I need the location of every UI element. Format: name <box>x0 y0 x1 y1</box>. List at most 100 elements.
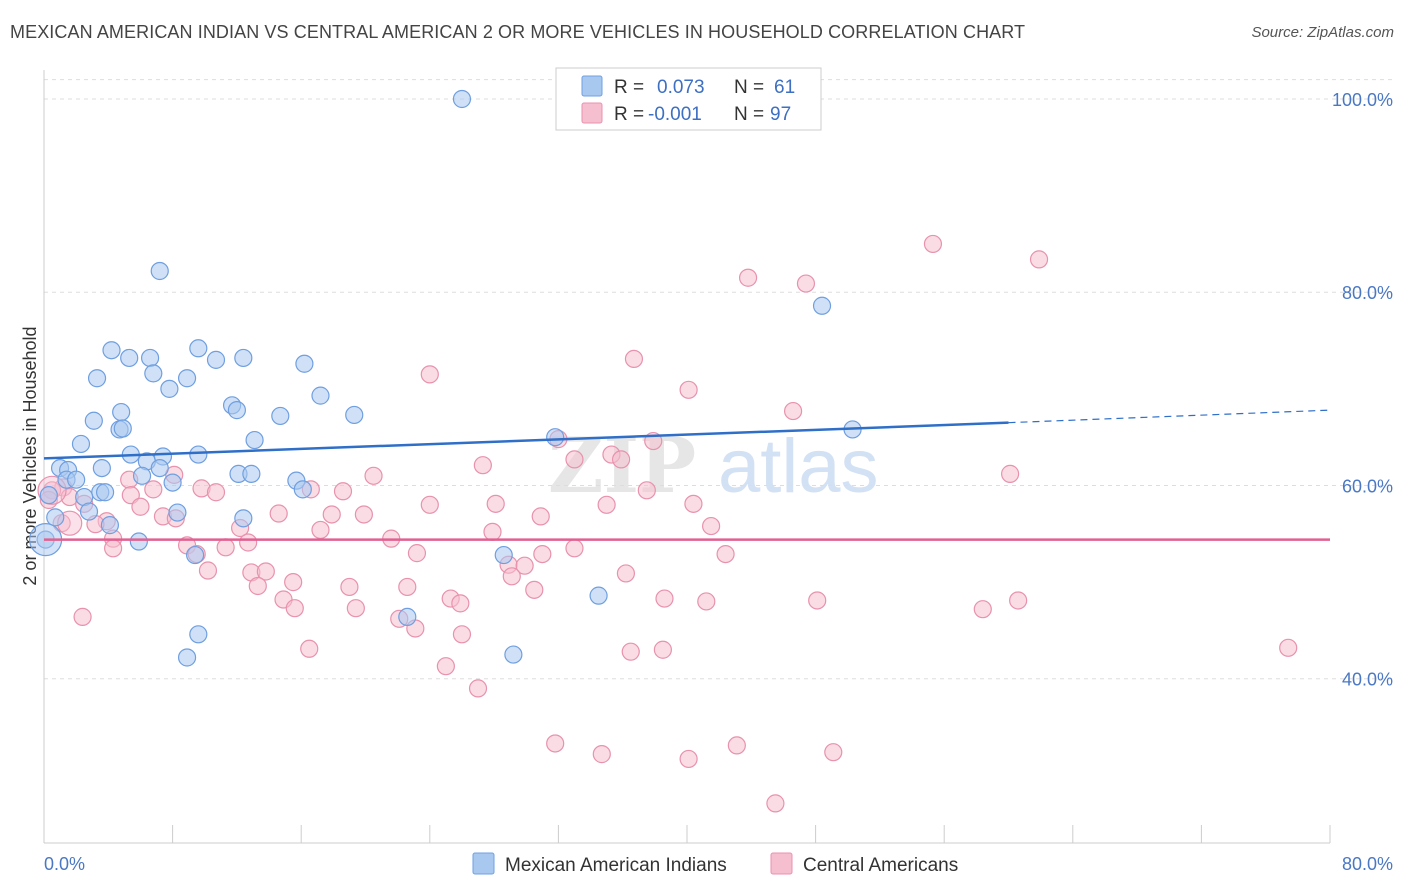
mexican-american-indian-point <box>140 348 160 368</box>
central-american-point <box>285 599 304 618</box>
mexican-american-indian-point <box>234 509 253 528</box>
central-american-point <box>248 576 267 596</box>
mexican-american-indian-point <box>398 607 417 626</box>
central-american-point <box>300 639 319 658</box>
mexican-american-indian-point <box>293 480 312 499</box>
series-legend-label-blue: Mexican American Indians <box>505 855 727 876</box>
mexican-american-indian-point <box>87 369 107 388</box>
central-american-point <box>716 544 735 564</box>
y-tick-label: 80.0% <box>1342 283 1393 303</box>
central-american-point <box>407 544 427 563</box>
central-american-point <box>679 380 698 399</box>
mexican-american-indian-point <box>129 532 148 551</box>
source-label: Source: ZipAtlas.com <box>1251 24 1394 41</box>
mexican-american-indian-point <box>271 406 290 426</box>
mexican-american-indian-point <box>242 464 261 483</box>
mexican-american-indian-point <box>546 428 565 447</box>
central-american-point <box>533 544 552 564</box>
mexican-american-indian-point <box>163 473 182 492</box>
central-american-point <box>333 482 353 501</box>
central-american-point <box>239 533 258 552</box>
central-american-point <box>702 516 721 536</box>
mexican-american-indian-point <box>112 402 131 422</box>
central-american-point <box>697 592 716 611</box>
central-american-point <box>144 480 163 499</box>
mexican-american-indian-point <box>100 516 120 535</box>
mexican-american-indian-point <box>113 419 132 438</box>
legend-r-label-1: R = <box>614 77 644 98</box>
central-american-point <box>655 589 674 608</box>
central-american-point <box>206 483 226 502</box>
central-american-point <box>364 466 383 485</box>
central-american-point <box>468 679 488 698</box>
mexican-american-indian-point <box>177 369 197 388</box>
central-american-point <box>1001 464 1020 483</box>
axes <box>43 70 1331 844</box>
mexican-american-indian-point <box>189 625 208 644</box>
central-american-point <box>354 505 373 524</box>
central-american-point <box>502 567 521 586</box>
central-american-point <box>104 539 123 558</box>
central-american-point <box>621 642 640 661</box>
central-american-point <box>311 520 330 540</box>
mexican-american-indian-point <box>46 508 65 527</box>
mexican-american-indian-point <box>150 261 169 281</box>
mexican-american-indian-point <box>189 445 208 464</box>
legend-n-value-1: 61 <box>774 77 795 98</box>
central-american-point <box>398 577 417 597</box>
mexican-american-indian-point <box>39 486 58 505</box>
central-american-point <box>973 600 992 619</box>
central-american-point <box>637 481 656 500</box>
central-american-point <box>616 564 636 583</box>
central-american-point <box>340 577 359 597</box>
central-american-point <box>727 736 746 755</box>
mexican-american-indian-point <box>67 470 86 489</box>
mexican-american-indian-point <box>345 405 364 425</box>
mexican-american-indian-point <box>120 348 139 368</box>
central-american-point <box>420 495 439 514</box>
mexican-american-indian-point <box>150 458 169 478</box>
mexican-american-indian-point <box>295 354 314 373</box>
mexican-american-indian-point <box>79 502 99 521</box>
chart-title: MEXICAN AMERICAN INDIAN VS CENTRAL AMERI… <box>10 22 1026 42</box>
series-legend: Mexican American Indians Central America… <box>472 852 958 876</box>
y-tick-label: 60.0% <box>1342 476 1393 496</box>
mexican-american-indian-point <box>589 586 608 605</box>
legend-r-label-2: R = <box>614 104 644 125</box>
legend-n-label-2: N = <box>734 104 764 125</box>
central-american-point <box>738 268 758 287</box>
central-american-point <box>420 365 439 384</box>
mexican-american-indian-point <box>102 341 121 360</box>
legend-swatch-blue <box>581 75 603 97</box>
central-american-point <box>198 561 218 580</box>
central-american-point <box>346 599 365 618</box>
series-legend-swatch-pink <box>770 852 793 875</box>
central-american-point <box>451 594 470 613</box>
central-american-point <box>531 507 550 526</box>
series-legend-label-pink: Central Americans <box>803 855 958 876</box>
legend-r-value-2: -0.001 <box>648 104 702 125</box>
mexican-american-indian-point <box>452 89 472 109</box>
series-legend-swatch-blue <box>472 852 495 875</box>
central-american-point <box>73 607 92 626</box>
legend-swatch-pink <box>581 102 603 124</box>
central-american-point <box>131 497 150 516</box>
legend-n-value-2: 97 <box>770 104 791 125</box>
mexican-american-indian-point <box>132 466 152 485</box>
central-american-point <box>679 749 698 769</box>
central-american-point <box>808 591 827 610</box>
central-american-point <box>269 504 288 523</box>
correlation-legend: R = 0.073 N = 61 R = -0.001 N = 97 <box>555 67 822 131</box>
mexican-american-indian-point <box>84 411 103 430</box>
central-american-point <box>611 450 631 469</box>
mexican-american-indian-point <box>245 430 264 450</box>
central-american-point <box>473 456 492 475</box>
mexican-american-indian-point <box>92 458 111 478</box>
mexican-american-indian-point <box>177 648 197 667</box>
central-american-point <box>284 573 303 592</box>
central-american-point <box>256 562 275 581</box>
central-american-point <box>1029 250 1049 269</box>
mexican-american-indians-points <box>29 89 862 667</box>
central-american-point <box>121 486 140 505</box>
